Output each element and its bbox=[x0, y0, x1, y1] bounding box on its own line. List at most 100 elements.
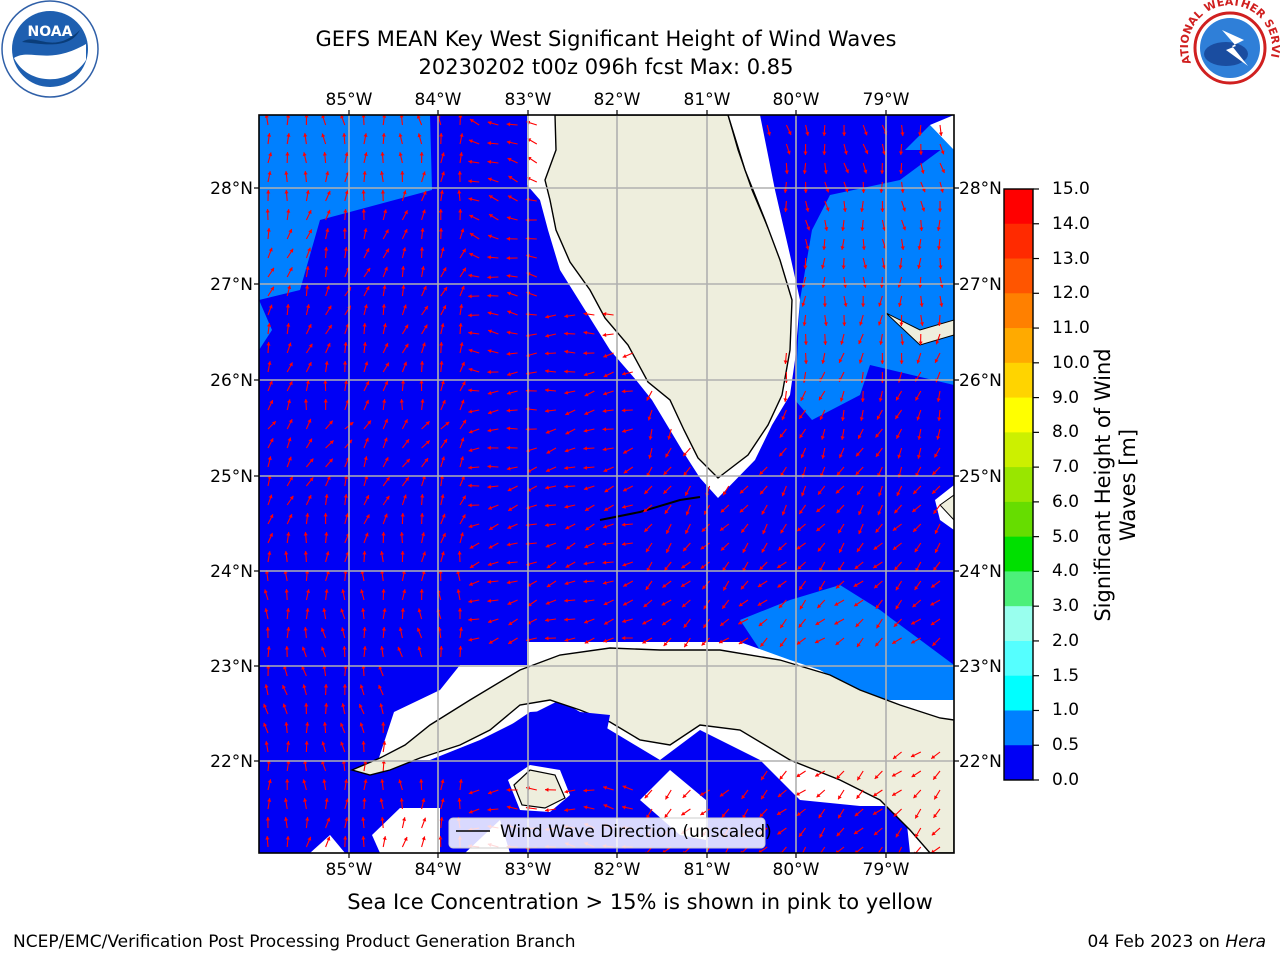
wave-arrow-head bbox=[545, 351, 549, 356]
wave-arrow-head bbox=[322, 665, 327, 669]
wave-arrow-head bbox=[741, 528, 745, 533]
wave-arrow-head bbox=[840, 246, 845, 250]
wave-arrow-head bbox=[487, 311, 492, 316]
wave-arrow-head bbox=[399, 532, 404, 536]
wave-arrow-head bbox=[267, 171, 272, 175]
wave-arrow-head bbox=[564, 349, 569, 354]
wave-arrow-head bbox=[488, 544, 493, 549]
wave-arrow bbox=[780, 846, 787, 853]
wave-arrow-head bbox=[933, 566, 938, 571]
wave-arrow-head bbox=[814, 639, 819, 644]
wave-arrow-head bbox=[324, 266, 329, 270]
wave-arrow-head bbox=[468, 294, 472, 299]
wave-arrow-head bbox=[741, 794, 746, 799]
wave-arrow-head bbox=[853, 583, 858, 587]
wave-arrow-head bbox=[506, 390, 511, 395]
wave-arrow-head bbox=[266, 646, 271, 650]
wave-arrow-head bbox=[722, 567, 727, 572]
wave-arrow-head bbox=[899, 322, 904, 326]
wave-arrow-head bbox=[320, 627, 325, 632]
lon-label-bottom: 80°W bbox=[773, 860, 820, 880]
wave-arrow-head bbox=[661, 601, 666, 606]
wave-arrow-head bbox=[912, 508, 917, 513]
wave-arrow-head bbox=[646, 548, 650, 553]
wave-arrow-head bbox=[898, 151, 904, 155]
wave-arrow-head bbox=[895, 605, 900, 610]
wave-arrow-head bbox=[545, 388, 549, 393]
wave-arrow-head bbox=[783, 398, 788, 402]
map-frame bbox=[258, 114, 955, 854]
wave-arrow-head bbox=[303, 171, 308, 175]
wave-arrow-head bbox=[326, 475, 331, 480]
wave-arrow-head bbox=[289, 248, 294, 253]
wave-arrow-head bbox=[818, 814, 823, 819]
wave-arrow-head bbox=[723, 586, 727, 591]
wave-arrow-head bbox=[583, 486, 588, 491]
wave-arrow-head bbox=[488, 234, 493, 239]
wave-arrow-head bbox=[404, 324, 409, 329]
wave-arrow-head bbox=[643, 508, 648, 513]
wave-arrow bbox=[802, 846, 807, 853]
colorbar-segment bbox=[1004, 432, 1033, 468]
wave-arrow-head bbox=[359, 722, 364, 727]
wave-arrow-head bbox=[307, 495, 312, 500]
wave-arrow-head bbox=[288, 419, 293, 424]
wave-arrow-head bbox=[545, 503, 549, 508]
wave-arrow-head bbox=[266, 760, 271, 764]
wave-arrow-head bbox=[468, 483, 472, 488]
wave-arrow-head bbox=[487, 464, 491, 469]
wave-arrow-head bbox=[361, 608, 366, 612]
wave-arrow-head bbox=[506, 805, 511, 810]
lat-label-left: 27°N bbox=[210, 275, 253, 295]
wave-arrow-head bbox=[583, 599, 588, 604]
wave-arrow-head bbox=[916, 416, 921, 421]
wave-arrow-head bbox=[417, 608, 422, 613]
wave-arrow-head bbox=[934, 795, 938, 800]
wave-arrow-head bbox=[398, 779, 403, 784]
wave-arrow-head bbox=[700, 564, 705, 569]
wave-arrow-head bbox=[934, 548, 939, 553]
wave-arrow-head bbox=[622, 619, 627, 624]
wave-arrow-head bbox=[778, 546, 783, 551]
wave-arrow-head bbox=[307, 324, 312, 329]
wave-arrow-head bbox=[784, 170, 789, 174]
wave-arrow-head bbox=[666, 548, 670, 553]
wave-arrow-head bbox=[821, 264, 826, 269]
wave-arrow-head bbox=[507, 525, 512, 529]
wave-arrow-head bbox=[622, 504, 626, 509]
wave-arrow-head bbox=[913, 490, 918, 494]
wave-arrow-head bbox=[326, 209, 331, 214]
wave-arrow-head bbox=[459, 133, 464, 138]
wave-arrow-head bbox=[343, 494, 348, 498]
colorbar-tick-label: 10.0 bbox=[1052, 352, 1090, 373]
wave-arrow-head bbox=[420, 494, 425, 498]
wave-arrow-head bbox=[681, 583, 686, 587]
wave-arrow-head bbox=[303, 532, 308, 536]
wave-arrow-head bbox=[876, 624, 881, 629]
wave-arrow-head bbox=[603, 468, 608, 472]
wave-arrow-head bbox=[468, 348, 473, 353]
wave-arrow-head bbox=[264, 570, 270, 574]
wave-arrow-head bbox=[878, 397, 883, 402]
wave-arrow-head bbox=[648, 436, 653, 440]
wave-arrow-head bbox=[700, 791, 705, 796]
wave-arrow-head bbox=[487, 370, 491, 375]
wave-arrow-head bbox=[343, 475, 349, 479]
wave-arrow-head bbox=[917, 264, 922, 269]
wave-arrow-head bbox=[345, 798, 349, 803]
wave-arrow-head bbox=[468, 388, 472, 393]
wave-arrow-head bbox=[457, 798, 462, 802]
wave-arrow-head bbox=[815, 621, 820, 625]
wave-arrow-head bbox=[458, 646, 463, 650]
wave-arrow-head bbox=[835, 489, 840, 494]
wave-arrow-head bbox=[365, 248, 370, 253]
wave-arrow-head bbox=[382, 285, 387, 289]
wave-arrow-head bbox=[507, 487, 512, 492]
wave-arrow-head bbox=[301, 646, 306, 651]
wave-arrow-head bbox=[834, 620, 839, 625]
wave-arrow-head bbox=[778, 604, 783, 609]
wave-arrow-head bbox=[822, 151, 827, 155]
wave-arrow-head bbox=[361, 817, 366, 821]
wave-arrow-head bbox=[321, 115, 326, 119]
wave-arrow-head bbox=[875, 604, 880, 609]
